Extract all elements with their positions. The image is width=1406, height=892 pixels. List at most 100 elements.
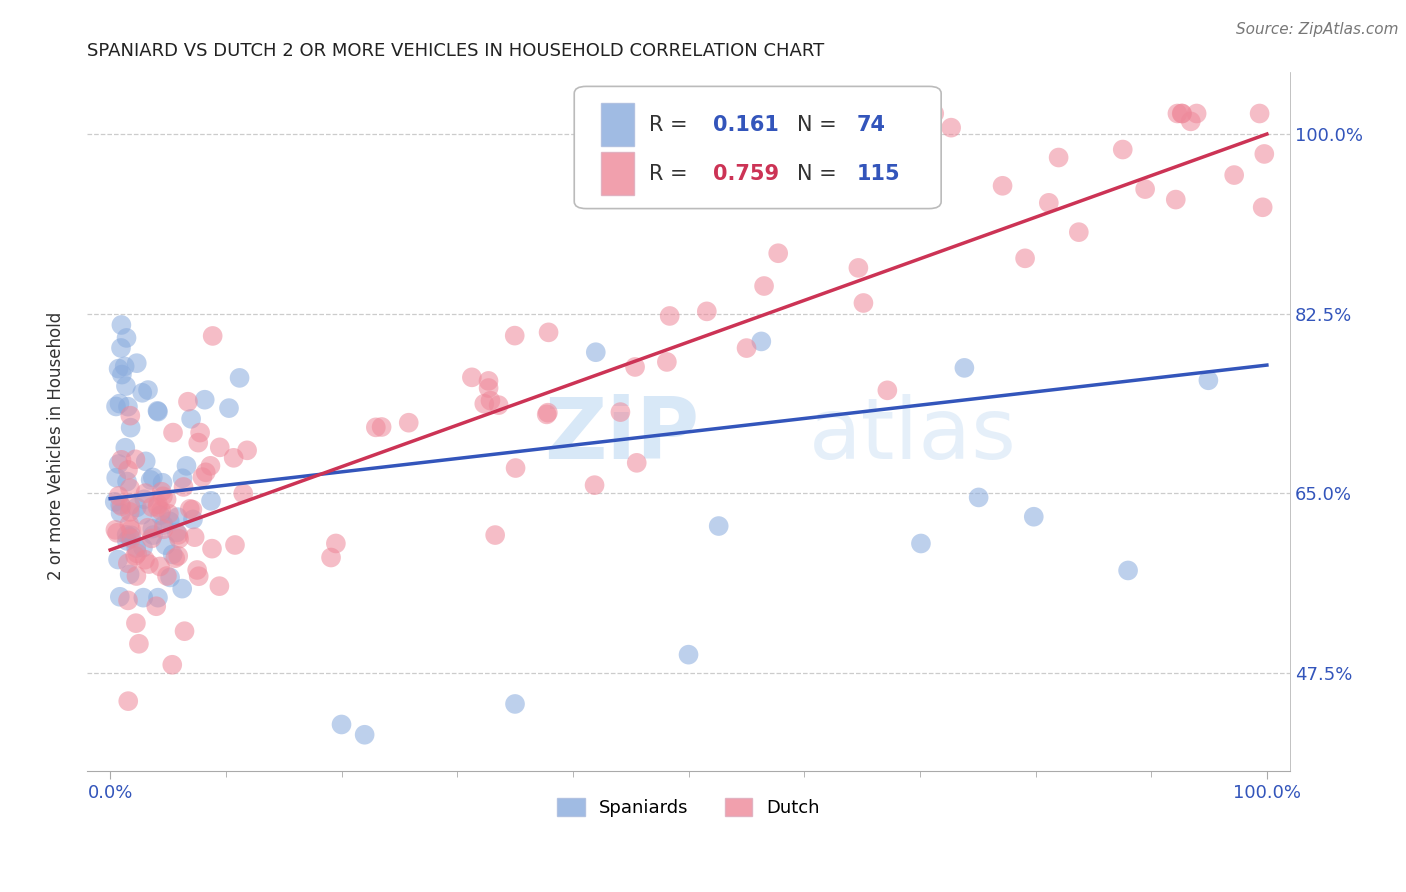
Point (488, 398, 510, 412)
Point (186, 563, 208, 577)
Point (156, 569, 179, 583)
Point (179, 502, 201, 516)
Point (1022, 509, 1045, 524)
Point (117, 463, 139, 477)
Text: atlas: atlas (808, 394, 1017, 477)
Point (108, 498, 131, 512)
Point (1180, 114, 1202, 128)
Point (991, 178, 1014, 193)
Point (127, 546, 149, 560)
Point (134, 492, 156, 507)
Point (162, 425, 184, 440)
Point (105, 525, 128, 540)
Point (120, 420, 142, 434)
Point (1171, 106, 1194, 120)
Point (187, 569, 209, 583)
Point (503, 697, 526, 711)
Point (187, 435, 209, 450)
Point (176, 458, 198, 473)
Bar (600, 152, 634, 195)
Point (1170, 106, 1192, 120)
Point (141, 532, 163, 546)
Point (162, 547, 184, 561)
Point (141, 522, 163, 536)
Point (735, 341, 758, 355)
Point (108, 590, 131, 604)
Point (472, 397, 495, 411)
Point (922, 106, 945, 120)
Point (167, 532, 190, 546)
Point (228, 371, 250, 385)
Point (1166, 106, 1188, 120)
Point (537, 406, 560, 420)
Point (370, 420, 392, 434)
Point (136, 521, 159, 535)
Point (624, 359, 647, 374)
Point (120, 528, 142, 542)
Point (117, 400, 139, 414)
Point (172, 471, 194, 485)
Point (1253, 147, 1275, 161)
Point (167, 528, 190, 542)
Point (146, 405, 169, 419)
Point (150, 484, 173, 499)
Point (461, 370, 484, 384)
Point (139, 473, 162, 487)
Point (104, 495, 127, 509)
Point (167, 549, 190, 563)
Point (104, 523, 127, 537)
Point (159, 515, 181, 529)
Point (124, 549, 146, 563)
Point (149, 508, 172, 523)
Point (159, 570, 181, 584)
Point (117, 593, 139, 607)
Point (749, 334, 772, 349)
Point (484, 528, 506, 542)
Point (115, 533, 138, 548)
Text: 115: 115 (856, 163, 901, 184)
Point (152, 518, 174, 533)
Point (172, 582, 194, 596)
Point (132, 541, 155, 555)
Point (114, 441, 136, 455)
Point (120, 523, 142, 537)
Point (191, 470, 214, 484)
Text: 2 or more Vehicles in Household: 2 or more Vehicles in Household (48, 312, 65, 580)
Point (108, 396, 131, 410)
Point (105, 400, 128, 414)
Text: 74: 74 (856, 115, 886, 135)
Point (149, 559, 172, 574)
Point (1223, 168, 1246, 182)
Point (120, 499, 142, 513)
Point (1185, 106, 1208, 120)
Point (107, 361, 129, 376)
Point (1116, 564, 1139, 578)
Point (848, 260, 870, 275)
Text: R =: R = (648, 163, 695, 184)
Point (111, 368, 134, 382)
Point (125, 500, 148, 515)
Text: 0.759: 0.759 (713, 163, 779, 184)
Point (115, 379, 138, 393)
Point (537, 326, 560, 340)
FancyBboxPatch shape (574, 87, 941, 209)
Point (478, 381, 501, 395)
Bar (600, 103, 634, 146)
Point (110, 499, 132, 513)
Legend: Spaniards, Dutch: Spaniards, Dutch (550, 790, 827, 824)
Point (173, 480, 195, 494)
Point (503, 328, 526, 343)
Point (353, 728, 375, 742)
Point (110, 453, 132, 467)
Point (876, 384, 898, 398)
Point (1249, 106, 1271, 120)
Point (155, 492, 177, 507)
Point (852, 296, 875, 310)
Point (114, 359, 136, 374)
Point (142, 470, 165, 484)
Point (132, 591, 155, 605)
Point (145, 599, 167, 614)
Point (1047, 151, 1070, 165)
Point (678, 648, 700, 662)
Point (120, 409, 142, 423)
